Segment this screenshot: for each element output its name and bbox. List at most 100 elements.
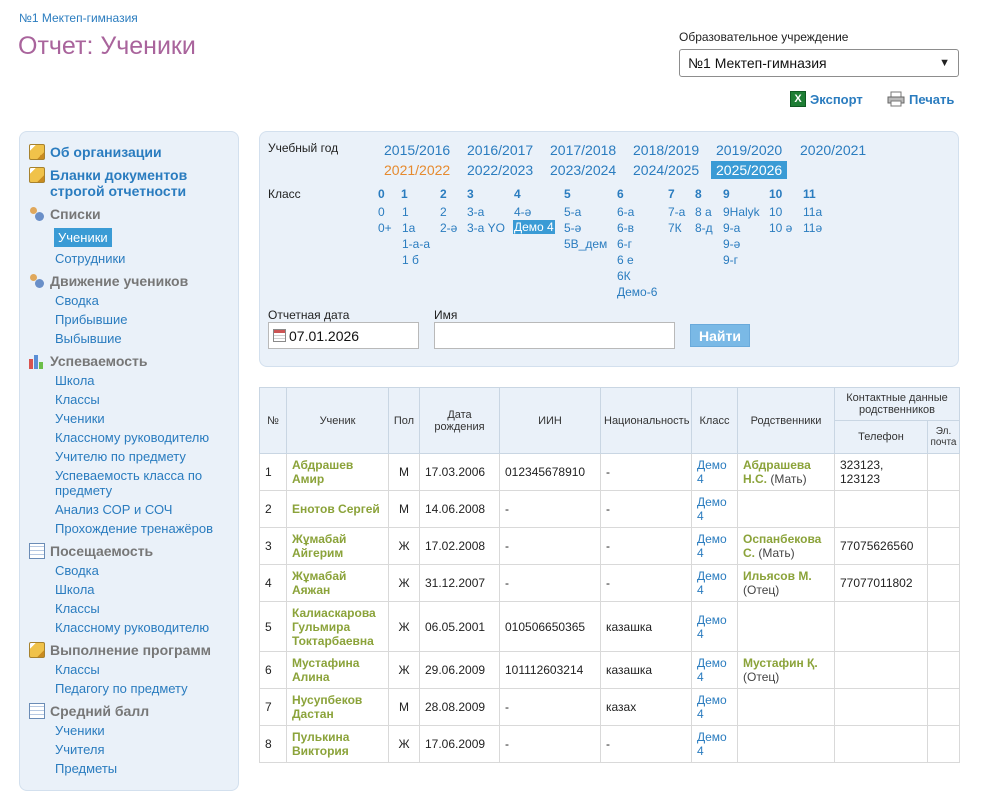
class-option[interactable]: 8-д [695, 221, 713, 235]
class-option[interactable]: 9Halyk [723, 205, 760, 219]
class-group-0[interactable]: 0 [378, 187, 385, 201]
class-option[interactable]: 5В_дем [564, 237, 608, 251]
sidebar-item-blanks[interactable]: Бланки документов строгой отчетности [29, 167, 229, 199]
class-group-6[interactable]: 6 [617, 187, 624, 201]
class-option[interactable]: 9-ә [723, 237, 741, 251]
class-option[interactable]: 6-а [617, 205, 635, 219]
student-name-link[interactable]: Калиаскарова Гульмира Токтарбаевна [286, 601, 389, 652]
year-option[interactable]: 2019/2020 [716, 142, 783, 158]
class-option[interactable]: 6-в [617, 221, 635, 235]
year-option[interactable]: 2017/2018 [550, 142, 617, 158]
sidebar-item-movement-summary[interactable]: Сводка [55, 293, 99, 308]
class-option[interactable]: 0 [378, 205, 385, 219]
student-class-link[interactable]: Демо 4 [691, 564, 738, 602]
student-class-link[interactable]: Демо 4 [691, 453, 738, 491]
sidebar-item-avg-subjects[interactable]: Предметы [55, 761, 118, 776]
print-button[interactable]: Печать [887, 91, 954, 107]
class-option[interactable]: 7К [668, 221, 682, 235]
year-option[interactable]: 2021/2022 [384, 162, 451, 178]
year-option[interactable]: 2024/2025 [633, 162, 700, 178]
year-option[interactable]: 2022/2023 [467, 162, 534, 178]
year-option[interactable]: 2016/2017 [467, 142, 534, 158]
class-option[interactable]: Демо-6 [617, 285, 658, 299]
class-option[interactable]: 6 е [617, 253, 634, 267]
sidebar-item-att-class-teacher[interactable]: Классному руководителю [55, 620, 210, 635]
class-group-7[interactable]: 7 [668, 187, 675, 201]
year-option[interactable]: 2018/2019 [633, 142, 700, 158]
sidebar-item-perf-students[interactable]: Ученики [55, 411, 105, 426]
student-class-link[interactable]: Демо 4 [691, 601, 738, 652]
sidebar-item-att-summary[interactable]: Сводка [55, 563, 99, 578]
student-class-link[interactable]: Демо 4 [691, 688, 738, 726]
sidebar-item-left[interactable]: Выбывшие [55, 331, 122, 346]
sidebar-item-arrived[interactable]: Прибывшие [55, 312, 128, 327]
class-group-1[interactable]: 1 [401, 187, 408, 201]
class-option[interactable]: 9-г [723, 253, 739, 267]
export-button[interactable]: X Экспорт [790, 91, 863, 107]
student-name-link[interactable]: Енотов Сергей [286, 490, 389, 528]
class-group-8[interactable]: 8 [695, 187, 702, 201]
class-option[interactable]: 5-а [564, 205, 582, 219]
breadcrumb-org-link[interactable]: №1 Мектеп-гимназия [19, 11, 138, 25]
class-option[interactable]: 1-а-а [402, 237, 431, 251]
class-option[interactable]: 6К [617, 269, 631, 283]
sidebar-item-prog-subject-teacher[interactable]: Педагогу по предмету [55, 681, 188, 696]
sidebar-item-perf-school[interactable]: Школа [55, 373, 95, 388]
year-option[interactable]: 2020/2021 [800, 142, 867, 158]
class-group-5[interactable]: 5 [564, 187, 571, 201]
class-option[interactable]: 3-а [467, 205, 485, 219]
sidebar-item-avg-students[interactable]: Ученики [55, 723, 105, 738]
sidebar-item-avg-teachers[interactable]: Учителя [55, 742, 105, 757]
sidebar-item-perf-classes[interactable]: Классы [55, 392, 100, 407]
student-class-link[interactable]: Демо 4 [691, 651, 738, 689]
class-group-10[interactable]: 10 [769, 187, 783, 201]
sidebar-item-perf-class-subject[interactable]: Успеваемость класса по предмету [55, 468, 203, 498]
sidebar-item-att-classes[interactable]: Классы [55, 601, 100, 616]
sidebar-item-prog-classes[interactable]: Классы [55, 662, 100, 677]
class-group-4[interactable]: 4 [514, 187, 521, 201]
class-option[interactable]: 2 [440, 205, 447, 219]
student-name-link[interactable]: Абдрашев Амир [286, 453, 389, 491]
student-name-link[interactable]: Жұмабай Аяжан [286, 564, 389, 602]
class-option[interactable]: 4-ә [514, 205, 532, 219]
class-option[interactable]: 3-а YO [467, 221, 506, 235]
class-option-active[interactable]: Демо 4 [513, 220, 555, 234]
student-name-link[interactable]: Мустафина Алина [286, 651, 389, 689]
class-option[interactable]: 6-г [617, 237, 633, 251]
year-option-active[interactable]: 2025/2026 [711, 161, 788, 179]
class-option[interactable]: 2-ә [440, 221, 458, 235]
student-class-link[interactable]: Демо 4 [691, 725, 738, 763]
class-option[interactable]: 0+ [378, 221, 392, 235]
student-class-link[interactable]: Демо 4 [691, 490, 738, 528]
student-name-link[interactable]: Пулькина Виктория [286, 725, 389, 763]
student-name-link[interactable]: Нусупбеков Дастан [286, 688, 389, 726]
year-option[interactable]: 2015/2016 [384, 142, 451, 158]
class-option[interactable]: 1а [402, 221, 416, 235]
class-group-9[interactable]: 9 [723, 187, 730, 201]
sidebar-item-students[interactable]: Ученики [54, 228, 112, 247]
class-group-11[interactable]: 11 [803, 187, 816, 201]
sidebar-item-perf-class-teacher[interactable]: Классному руководителю [55, 430, 210, 445]
name-input[interactable] [434, 322, 675, 349]
class-option[interactable]: 9-а [723, 221, 741, 235]
relative-name-link[interactable]: Оспанбекова С. [743, 532, 822, 560]
org-select[interactable]: №1 Мектеп-гимназия ▼ [679, 49, 959, 77]
class-option[interactable]: 8 а [695, 205, 712, 219]
sidebar-item-staff[interactable]: Сотрудники [55, 251, 126, 266]
sidebar-item-perf-sor-soch[interactable]: Анализ СОР и СОЧ [55, 502, 173, 517]
find-button[interactable]: Найти [690, 324, 750, 347]
student-class-link[interactable]: Демо 4 [691, 527, 738, 565]
class-option[interactable]: 5-ә [564, 221, 582, 235]
class-option[interactable]: 10 [769, 205, 783, 219]
class-option[interactable]: 10 ә [769, 221, 793, 235]
sidebar-item-perf-subject-teacher[interactable]: Учителю по предмету [55, 449, 186, 464]
class-group-3[interactable]: 3 [467, 187, 474, 201]
year-option[interactable]: 2023/2024 [550, 162, 617, 178]
sidebar-item-org-info[interactable]: Об организации [29, 144, 162, 160]
class-option[interactable]: 11а [803, 205, 823, 219]
class-option[interactable]: 1 [402, 205, 409, 219]
sidebar-item-perf-trainers[interactable]: Прохождение тренажёров [55, 521, 214, 536]
class-option[interactable]: 7-а [668, 205, 686, 219]
relative-name-link[interactable]: Ильясов М. [743, 569, 812, 583]
sidebar-item-att-school[interactable]: Школа [55, 582, 95, 597]
